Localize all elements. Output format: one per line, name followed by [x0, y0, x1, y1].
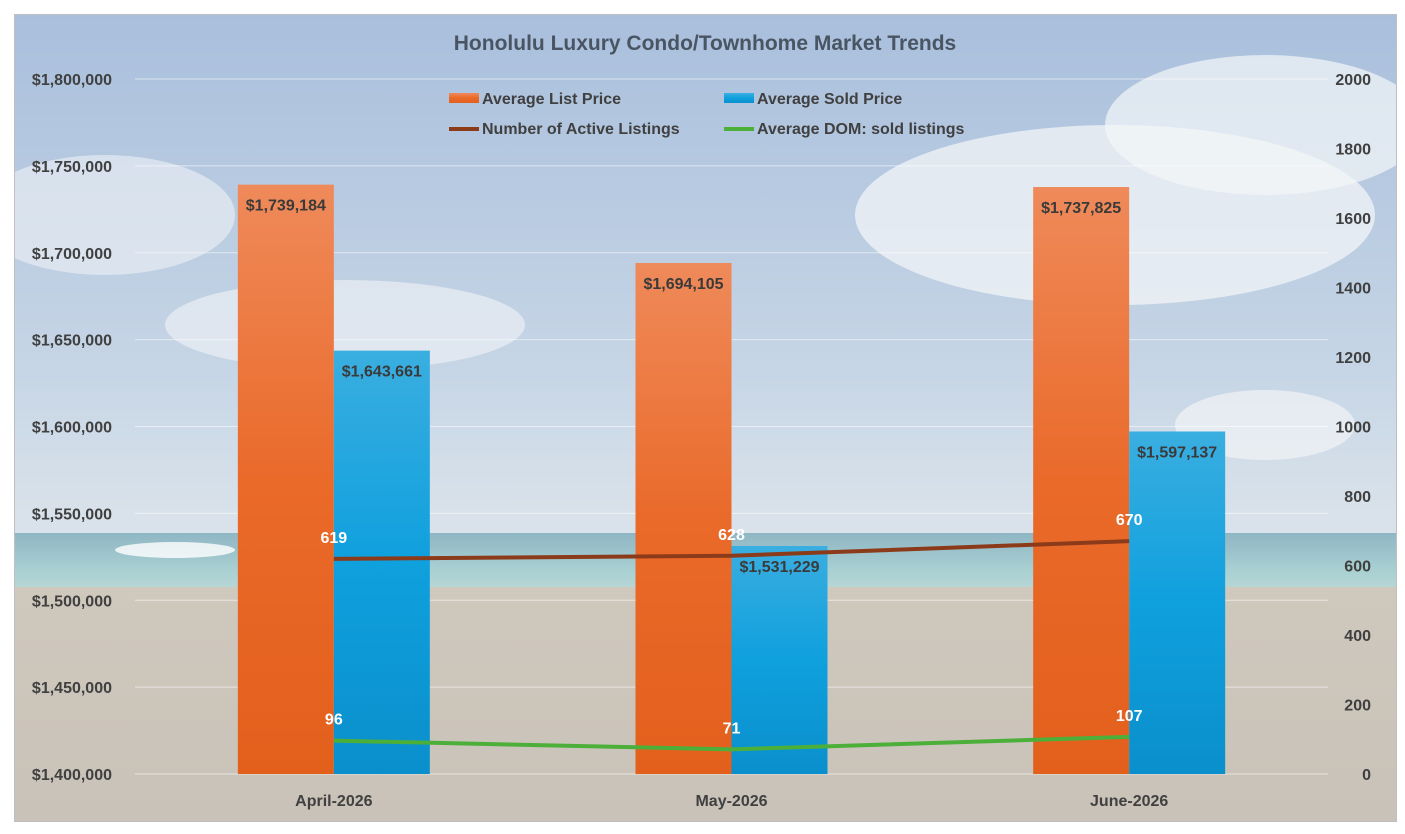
right-axis-tick-label: 1000: [1335, 420, 1371, 437]
axes: $1,400,000 $1,450,000 $1,500,000 $1,550,000…: [32, 72, 1371, 810]
right-axis-tick-label: 1400: [1335, 281, 1371, 298]
x-axis-tick-label: May-2026: [695, 793, 767, 810]
legend-item-number-of-active-listings: Number of Active Listings: [449, 121, 680, 138]
left-axis-tick-label: $1,700,000: [32, 246, 112, 263]
legend-item-average-dom: Average DOM: sold listings: [724, 121, 965, 138]
legend-label: Average Sold Price: [757, 91, 902, 108]
bar-data-label: $1,643,661: [342, 364, 422, 381]
chart-title: Honolulu Luxury Condo/Townhome Market Tr…: [454, 32, 956, 55]
bar-data-label: $1,739,184: [246, 198, 326, 215]
x-axis-tick-label: June-2026: [1090, 793, 1168, 810]
bars: [237, 184, 1226, 775]
cloud: [1105, 55, 1396, 195]
line-data-label: 670: [1116, 512, 1143, 529]
legend-label: Average DOM: sold listings: [757, 121, 965, 138]
legend-swatch: [449, 93, 479, 103]
left-axis-tick-label: $1,500,000: [32, 593, 112, 610]
bar-data-label: $1,694,105: [643, 276, 723, 293]
bar-average-list-price: [635, 262, 732, 774]
legend-item-average-list-price: Average List Price: [449, 91, 621, 108]
line-average-dom-sold-listings: [333, 734, 1130, 752]
chart-container: $1,739,184 $1,694,105 $1,737,825 $1,643,661…: [14, 14, 1397, 822]
bar-data-label: $1,737,825: [1041, 200, 1121, 217]
left-axis-tick-label: $1,400,000: [32, 767, 112, 784]
legend-swatch: [724, 93, 754, 103]
line-data-label: 71: [723, 720, 741, 737]
right-axis-tick-label: 400: [1344, 628, 1371, 645]
line-data-label: 96: [325, 712, 343, 729]
right-axis-tick-label: 1200: [1335, 350, 1371, 367]
x-axis-tick-label: April-2026: [295, 793, 372, 810]
bar-average-list-price: [237, 184, 334, 775]
right-axis-tick-label: 0: [1362, 767, 1371, 784]
right-axis-tick-label: 1800: [1335, 142, 1371, 159]
left-axis-tick-label: $1,600,000: [32, 420, 112, 437]
data-labels: $1,739,184 $1,694,105 $1,737,825 $1,643,661…: [246, 198, 1218, 738]
legend-item-average-sold-price: Average Sold Price: [724, 91, 902, 108]
right-axis-tick-label: 1600: [1335, 211, 1371, 228]
chart-svg: $1,739,184 $1,694,105 $1,737,825 $1,643,661…: [15, 15, 1396, 821]
line-data-label: 628: [718, 527, 745, 544]
left-axis-tick-label: $1,450,000: [32, 680, 112, 697]
left-axis-tick-label: $1,550,000: [32, 506, 112, 523]
bar-average-sold-price: [333, 350, 430, 774]
line-data-label: 619: [320, 530, 347, 547]
right-axis-tick-label: 200: [1344, 698, 1371, 715]
right-axis-tick-label: 600: [1344, 559, 1371, 576]
legend-label: Average List Price: [482, 91, 621, 108]
line-number-of-active-listings: [333, 539, 1130, 561]
bar-average-sold-price: [1129, 431, 1226, 774]
left-axis-tick-label: $1,650,000: [32, 333, 112, 350]
left-axis-tick-label: $1,750,000: [32, 159, 112, 176]
lines: [333, 539, 1130, 752]
bar-average-list-price: [1033, 187, 1130, 775]
wave: [115, 542, 235, 558]
bar-data-label: $1,531,229: [739, 559, 819, 576]
bar-average-sold-price: [731, 545, 828, 774]
right-axis-tick-label: 800: [1344, 489, 1371, 506]
left-axis-tick-label: $1,800,000: [32, 72, 112, 89]
right-axis-tick-label: 2000: [1335, 72, 1371, 89]
line-data-label: 107: [1116, 708, 1143, 725]
legend-label: Number of Active Listings: [482, 121, 680, 138]
legend: Average List Price Average Sold Price Nu…: [449, 91, 965, 138]
bar-data-label: $1,597,137: [1137, 444, 1217, 461]
cloud: [15, 155, 235, 275]
